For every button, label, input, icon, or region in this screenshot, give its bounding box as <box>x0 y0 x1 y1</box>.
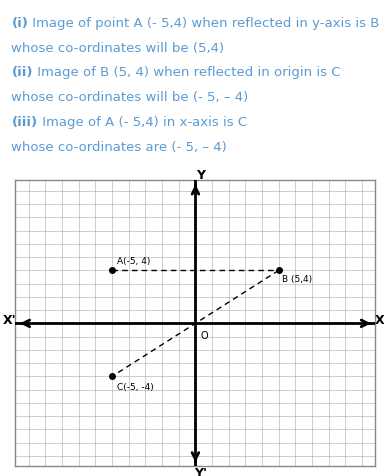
Text: X': X' <box>3 313 16 326</box>
Text: O: O <box>200 330 208 340</box>
Text: (iii): (iii) <box>12 116 38 129</box>
Text: Image of B (5, 4) when reflected in origin is C: Image of B (5, 4) when reflected in orig… <box>33 66 341 79</box>
Text: C(-5, -4): C(-5, -4) <box>117 382 154 391</box>
Text: B (5,4): B (5,4) <box>282 275 312 284</box>
Text: (i): (i) <box>12 17 28 30</box>
Text: X: X <box>375 313 384 326</box>
Text: whose co-ordinates are (- 5, – 4): whose co-ordinates are (- 5, – 4) <box>12 140 227 153</box>
Text: Image of A (- 5,4) in x-axis is C: Image of A (- 5,4) in x-axis is C <box>38 116 247 129</box>
Text: A(-5, 4): A(-5, 4) <box>117 257 151 266</box>
Text: (ii): (ii) <box>12 66 33 79</box>
Text: whose co-ordinates will be (5,4): whose co-ordinates will be (5,4) <box>12 42 224 55</box>
Text: Image of point A (- 5,4) when reflected in y-axis is B: Image of point A (- 5,4) when reflected … <box>28 17 380 30</box>
Text: Y: Y <box>196 169 205 181</box>
Text: Y': Y' <box>194 466 207 476</box>
Text: whose co-ordinates will be (- 5, – 4): whose co-ordinates will be (- 5, – 4) <box>12 91 249 104</box>
